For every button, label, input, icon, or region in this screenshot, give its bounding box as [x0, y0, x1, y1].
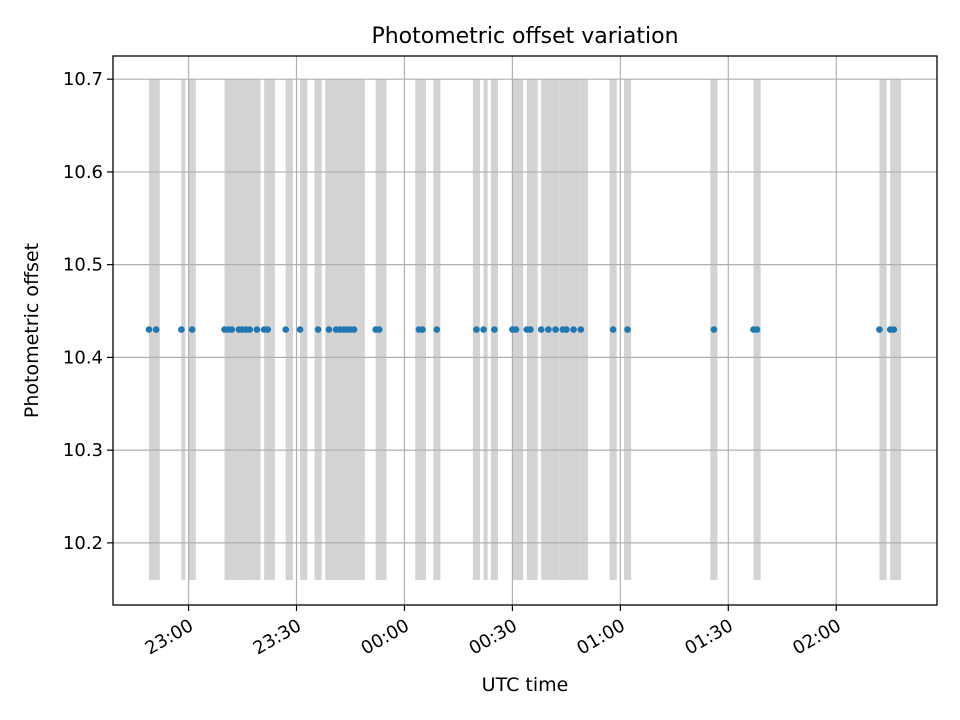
exposure-band — [300, 79, 308, 580]
data-point — [325, 326, 333, 333]
data-point — [570, 326, 577, 333]
y-tick-label: 10.6 — [63, 162, 103, 183]
y-tick-label: 10.2 — [63, 533, 103, 554]
data-point — [577, 326, 585, 333]
exposure-band — [879, 79, 887, 580]
exposure-band — [350, 79, 365, 580]
data-point — [178, 326, 185, 333]
y-tick-label: 10.4 — [63, 347, 103, 368]
data-point — [264, 326, 272, 333]
data-point — [552, 326, 559, 333]
points-layer — [145, 326, 898, 333]
data-point — [563, 326, 570, 333]
y-tick-label: 10.3 — [63, 440, 103, 461]
data-point — [527, 326, 534, 333]
data-point — [473, 326, 480, 333]
data-point — [537, 326, 545, 333]
data-point — [545, 326, 552, 333]
data-point — [624, 326, 631, 333]
data-point — [890, 326, 898, 333]
data-point — [710, 326, 718, 333]
exposure-band — [580, 79, 588, 580]
data-point — [350, 326, 358, 333]
data-point — [253, 326, 261, 333]
y-axis-label: Photometric offset — [21, 243, 43, 418]
x-axis-label: UTC time — [482, 674, 569, 696]
data-point — [314, 326, 322, 333]
data-point — [491, 326, 498, 333]
data-point — [876, 326, 883, 333]
data-point — [419, 326, 426, 333]
data-point — [375, 326, 383, 333]
y-tick-label: 10.5 — [63, 255, 103, 276]
data-point — [609, 326, 617, 333]
data-point — [296, 326, 304, 333]
plot-frame — [112, 55, 938, 606]
chart-title: Photometric offset variation — [371, 24, 678, 49]
data-point — [145, 326, 153, 333]
data-point — [188, 326, 196, 333]
data-point — [433, 326, 441, 333]
exposure-band — [573, 79, 581, 580]
data-point — [246, 326, 254, 333]
exposure-band — [541, 79, 549, 580]
data-point — [228, 326, 236, 333]
y-axis: 10.2 10.3 10.4 10.5 10.6 10.7 — [63, 69, 113, 554]
data-point — [152, 326, 160, 333]
y-tick-label: 10.7 — [63, 69, 103, 90]
data-point — [480, 326, 487, 333]
data-point — [512, 326, 520, 333]
data-point — [282, 326, 290, 333]
exposure-band — [285, 79, 293, 580]
data-point — [753, 326, 761, 333]
